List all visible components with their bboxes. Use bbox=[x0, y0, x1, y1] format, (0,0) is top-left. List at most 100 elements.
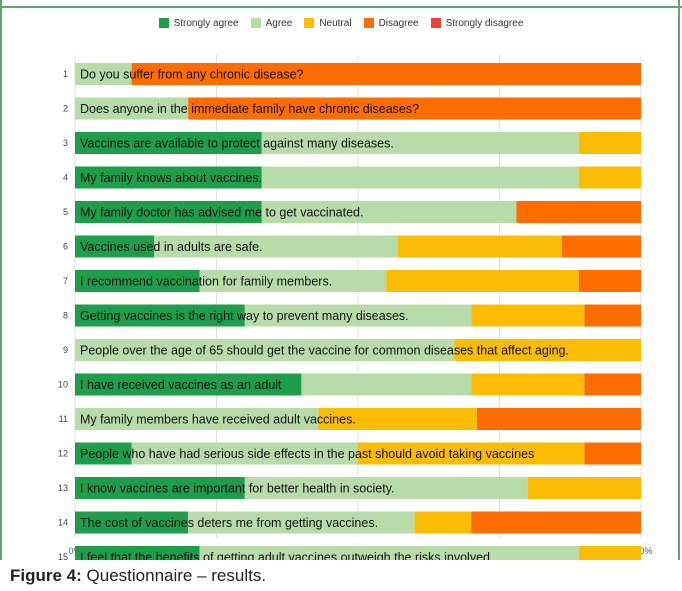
bar-segment bbox=[584, 373, 641, 396]
bar-segment bbox=[261, 132, 579, 154]
bar-segment bbox=[75, 97, 189, 120]
bar-segment bbox=[75, 166, 262, 189]
bar-segment bbox=[471, 511, 641, 534]
bar-segment bbox=[578, 546, 641, 560]
row-number: 12 bbox=[58, 449, 68, 459]
bar-segment bbox=[75, 235, 155, 258]
legend-label: Disagree bbox=[378, 17, 419, 29]
bar-segment bbox=[561, 235, 641, 258]
legend-label: Agree bbox=[265, 17, 293, 29]
bar-segment bbox=[75, 132, 262, 154]
figure-frame bbox=[0, 0, 680, 560]
bar-segment bbox=[188, 97, 641, 120]
row-number: 11 bbox=[59, 414, 68, 424]
bar-segment bbox=[454, 339, 641, 361]
row-number: 8 bbox=[63, 311, 68, 321]
bar-category-label: People who have had serious side effects… bbox=[80, 447, 534, 461]
bar-category-label: The cost of vaccines deters me from gett… bbox=[80, 516, 378, 530]
bar-segment bbox=[199, 546, 579, 560]
row-number: 10 bbox=[58, 380, 68, 390]
bar-segment bbox=[578, 270, 641, 292]
legend-item: Strongly disagree bbox=[430, 16, 524, 30]
bar-segment bbox=[578, 166, 641, 189]
bar-segment bbox=[318, 408, 477, 430]
bar-segment bbox=[527, 477, 641, 499]
row-number: 9 bbox=[63, 345, 68, 355]
bar-segment bbox=[414, 511, 472, 534]
chart-legend: Strongly agree Agree Neutral Disagree Strong… bbox=[0, 16, 682, 30]
bar-category-label: I recommend vaccination for family membe… bbox=[80, 275, 332, 289]
legend-swatch bbox=[250, 18, 261, 28]
caption-text: Questionnaire – results. bbox=[86, 566, 267, 585]
bar-category-label: My family knows about vaccines. bbox=[80, 171, 262, 185]
bar-segment bbox=[188, 511, 415, 534]
legend-swatch bbox=[363, 18, 374, 28]
stacked-bar-chart: 0%25%50%75%100%1Do you suffer from any c… bbox=[58, 55, 653, 561]
bar-segment bbox=[75, 63, 132, 85]
legend-item: Agree bbox=[250, 16, 293, 30]
bar-segment bbox=[397, 235, 562, 258]
bar-segment bbox=[244, 304, 472, 327]
bar-segment bbox=[261, 201, 517, 223]
bar-segment bbox=[301, 373, 472, 396]
figure-caption: Figure 4: Questionnaire – results. bbox=[10, 566, 266, 586]
legend-item: Disagree bbox=[363, 16, 419, 30]
bar-segment bbox=[131, 63, 641, 85]
bar-segment bbox=[75, 270, 200, 292]
legend-swatch bbox=[430, 18, 441, 28]
bar-segment bbox=[75, 477, 245, 499]
row-number: 3 bbox=[63, 138, 68, 148]
row-number: 7 bbox=[63, 276, 68, 286]
bar-category-label: My family doctor has advised me to get v… bbox=[80, 206, 363, 220]
bar-category-label: I have received vaccines as an adult bbox=[80, 378, 282, 392]
top-border bbox=[0, 0, 682, 8]
bar-segment bbox=[199, 270, 387, 292]
bar-segment bbox=[244, 477, 528, 499]
bar-segment bbox=[75, 201, 262, 223]
bar-segment bbox=[75, 373, 302, 396]
row-number: 13 bbox=[58, 483, 68, 493]
bar-category-label: Does anyone in the immediate family have… bbox=[80, 102, 419, 116]
bar-category-label: Vaccines are available to protect agains… bbox=[80, 137, 394, 151]
bar-category-label: Getting vaccines is the right way to pre… bbox=[80, 309, 409, 323]
bar-category-label: Vaccines used in adults are safe. bbox=[80, 240, 263, 254]
bar-segment bbox=[131, 442, 358, 465]
bar-segment bbox=[476, 408, 641, 430]
bar-segment bbox=[75, 546, 200, 560]
row-number: 6 bbox=[63, 242, 68, 252]
row-number: 1 bbox=[63, 69, 68, 79]
bar-segment bbox=[471, 304, 585, 327]
bar-category-label: I know vaccines are important for better… bbox=[80, 482, 395, 496]
bar-segment bbox=[261, 166, 579, 189]
bar-segment bbox=[516, 201, 641, 223]
bar-category-label: People over the age of 65 should get the… bbox=[80, 344, 569, 358]
legend-label: Neutral bbox=[319, 17, 352, 29]
bar-segment bbox=[75, 339, 455, 361]
bar-segment bbox=[75, 304, 245, 327]
caption-label: Figure 4: bbox=[10, 566, 82, 585]
bar-category-label: I feel that the benefits of getting adul… bbox=[80, 551, 493, 561]
legend-swatch bbox=[158, 18, 169, 28]
bar-segment bbox=[154, 235, 398, 258]
row-number: 4 bbox=[63, 173, 68, 183]
row-number: 15 bbox=[58, 552, 68, 560]
bar-segment bbox=[584, 304, 641, 327]
bar-segment bbox=[358, 442, 585, 465]
legend-swatch bbox=[304, 18, 315, 28]
bar-segment bbox=[578, 132, 641, 154]
bar-segment bbox=[75, 408, 319, 430]
legend-item: Strongly agree bbox=[158, 16, 239, 30]
legend-label: Strongly agree bbox=[173, 17, 239, 29]
bar-category-label: Do you suffer from any chronic disease? bbox=[80, 68, 304, 82]
row-number: 2 bbox=[63, 104, 68, 114]
bar-segment bbox=[471, 373, 585, 396]
bar-segment bbox=[386, 270, 579, 292]
legend-label: Strongly disagree bbox=[445, 17, 524, 29]
bar-category-label: My family members have received adult va… bbox=[80, 413, 356, 427]
bar-segment bbox=[75, 442, 132, 465]
legend-item: Neutral bbox=[304, 16, 352, 30]
row-number: 14 bbox=[58, 518, 68, 528]
bar-segment bbox=[584, 442, 641, 465]
bar-segment bbox=[75, 511, 189, 534]
row-number: 5 bbox=[63, 207, 68, 217]
